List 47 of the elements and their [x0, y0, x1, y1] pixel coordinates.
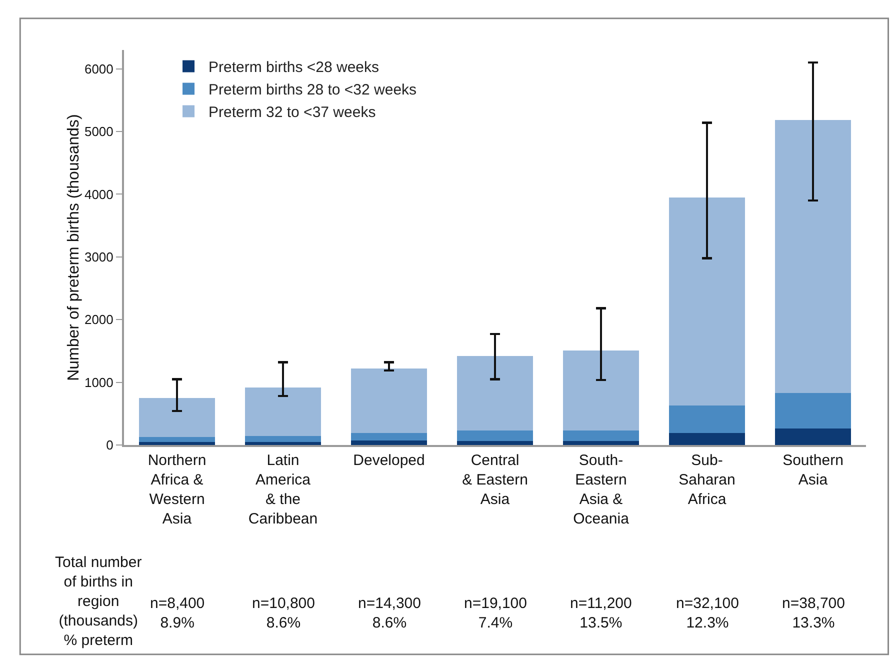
bar	[350, 433, 428, 441]
bar	[456, 430, 534, 442]
bar	[244, 387, 322, 436]
x-tick-label: South- Eastern Asia & Oceania	[573, 452, 630, 528]
bar	[774, 428, 852, 445]
bar	[668, 197, 746, 406]
bar	[456, 356, 534, 431]
text: n=8,400 8.9%	[150, 595, 205, 632]
bar	[244, 436, 322, 442]
bar	[350, 440, 428, 445]
bar	[774, 392, 852, 429]
y-tick-label: 5000	[84, 124, 114, 140]
bar	[668, 433, 746, 445]
x-tick-label: Developed	[353, 452, 425, 469]
bar	[138, 436, 216, 442]
bar	[138, 398, 216, 437]
bar	[244, 442, 322, 445]
text: Total number of births in region (thousands) % preterm	[55, 554, 142, 649]
text: n=19,100 7.4%	[464, 595, 527, 632]
bar	[774, 120, 852, 393]
x-tick-label: Sub- Saharan Africa	[678, 452, 736, 508]
y-tick-label: 0	[106, 438, 114, 453]
bar	[138, 442, 216, 445]
text: n=38,700 13.3%	[782, 595, 845, 632]
x-tick-label: Latin America & the Caribbean	[248, 452, 318, 528]
bar	[562, 350, 640, 431]
y-tick-label: 4000	[84, 186, 114, 202]
legend-label: Preterm 32 to <37 weeks	[208, 104, 376, 122]
legend-label: Preterm births 28 to <32 weeks	[208, 82, 417, 99]
x-tick-label: Central & Eastern Asia	[462, 452, 528, 508]
text: n=32,100 12.3%	[676, 595, 739, 632]
y-tick-label: 3000	[84, 249, 114, 264]
text: n=10,800 8.6%	[252, 595, 315, 632]
y-tick-label: 6000	[84, 61, 114, 76]
y-tick-label: 2000	[84, 312, 114, 328]
legend-label: Preterm births <28 weeks	[208, 59, 380, 76]
x-tick-label: Northern Africa & Western Asia	[148, 452, 206, 528]
bar	[562, 441, 640, 445]
bar	[668, 406, 746, 434]
y-tick-label: 1000	[84, 374, 114, 390]
y-axis-title: Number of preterm births (thousands)	[65, 114, 82, 381]
text: n=14,300 8.6%	[358, 595, 421, 632]
bar	[350, 368, 428, 434]
bar	[456, 441, 534, 445]
bar	[562, 430, 640, 442]
x-tick-label: Southern Asia	[782, 452, 844, 488]
text: n=11,200 13.5%	[570, 595, 632, 632]
